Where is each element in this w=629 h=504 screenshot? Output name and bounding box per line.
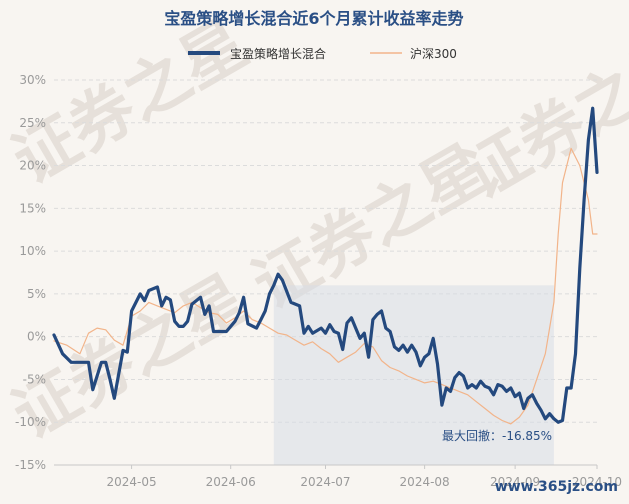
x-tick-label: 2024-07 xyxy=(300,475,350,489)
y-tick-label: 30% xyxy=(19,73,46,87)
axes: 30% 25% 20% 15% 10% 5% 0% -5% -10% -15% 2024-05 202… xyxy=(15,73,622,489)
x-tick-label: 2024-09 xyxy=(490,475,540,489)
site-watermark: www.365jz.com xyxy=(495,479,618,495)
max-drawdown-area xyxy=(273,285,554,465)
series-line-fund xyxy=(52,106,599,424)
x-tick-label: 2024-10 xyxy=(572,475,622,489)
y-tick-label: 25% xyxy=(19,116,46,130)
y-tick-label: 10% xyxy=(19,244,46,258)
x-tick-label: 2024-05 xyxy=(107,475,157,489)
y-tick-label: 0% xyxy=(27,330,46,344)
max-drawdown-label: 最大回撤：-16.85% xyxy=(442,428,552,443)
drawdown-region xyxy=(273,285,554,465)
y-tick-label: 20% xyxy=(19,159,46,173)
watermark-text: 证券之星 xyxy=(451,22,629,214)
y-tick-label: -5% xyxy=(23,372,46,386)
y-tick-label: -15% xyxy=(15,458,46,472)
legend-label-index: 沪深300 xyxy=(410,47,457,61)
chart-title: 宝盈策略增长混合近6个月累计收益率走势 xyxy=(164,9,463,28)
series-line-index xyxy=(53,147,598,425)
y-tick-label: 5% xyxy=(27,287,46,301)
x-tick-label: 2024-08 xyxy=(400,475,450,489)
y-tick-label: -10% xyxy=(15,415,46,429)
x-tick-label: 2024-06 xyxy=(206,475,256,489)
series-layer xyxy=(52,106,599,425)
legend: 宝盈策略增长混合 沪深300 xyxy=(188,46,457,61)
legend-label-fund: 宝盈策略增长混合 xyxy=(230,46,326,61)
y-tick-label: 15% xyxy=(19,201,46,215)
